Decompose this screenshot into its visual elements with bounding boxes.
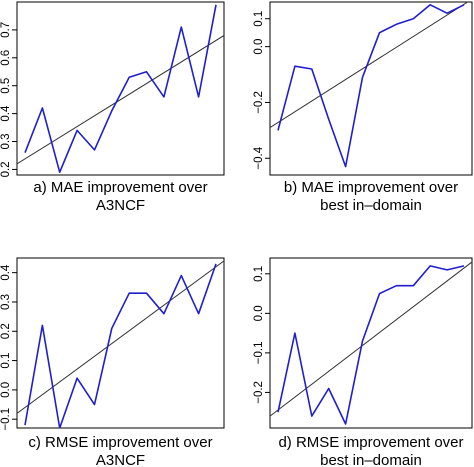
chart-panel-2: −0.4 −0.2 0.0 0.1 b) MAE improvement overbes…	[253, 1, 473, 214]
y-tick-label: 0.4	[0, 264, 12, 281]
panel-caption-line: b) MAE improvement over	[284, 179, 458, 196]
y-tick-label: 0.2	[0, 323, 12, 339]
y-tick-label: 0.2	[0, 161, 12, 177]
series-line	[24, 263, 217, 428]
y-tick-label: 0.4	[0, 105, 12, 122]
plot-frame	[269, 257, 473, 429]
y-tick-label: 0.1	[253, 11, 265, 27]
y-tick-label: 0.6	[0, 50, 12, 66]
series-line	[24, 4, 217, 173]
y-tick-label: 0.3	[0, 294, 12, 310]
y-tick-label: 0.0	[0, 382, 12, 398]
y-tick-label: −0.1	[253, 342, 265, 365]
trend-line	[270, 2, 469, 128]
chart-panel-1: 0.2 0.3 0.4 0.5 0.6 0.7 a) MAE improvement ove…	[0, 1, 225, 214]
panel-caption-line: A3NCF	[96, 452, 145, 467]
panel-caption-line: a) MAE improvement over	[33, 179, 207, 196]
y-tick-label: −0.1	[0, 408, 12, 431]
chart-panel-4: −0.2 −0.1 0.0 0.1 d) RMSE improvement overbe…	[253, 257, 473, 467]
trend-line	[17, 260, 224, 414]
y-tick-label: 0.5	[0, 78, 12, 94]
y-tick-label: −0.4	[253, 146, 265, 169]
chart-panel-3: −0.1 0.0 0.1 0.2 0.3 0.4 c) RMSE improvement o…	[0, 257, 225, 467]
plot-frame	[16, 1, 225, 176]
panel-caption-line: A3NCF	[96, 197, 145, 214]
plot-frame	[16, 257, 225, 429]
series-line	[277, 265, 465, 425]
plot-frame	[269, 1, 473, 176]
y-tick-label: 0.3	[0, 134, 12, 150]
series-line	[277, 4, 465, 168]
y-tick-label: 0.0	[253, 305, 265, 321]
y-tick-label: 0.1	[253, 266, 265, 282]
panel-caption-line: best in–domain	[320, 197, 422, 214]
y-tick-label: 0.1	[0, 353, 12, 369]
y-tick-label: 0.7	[0, 22, 12, 38]
y-tick-label: −0.2	[253, 91, 265, 114]
panel-caption-line: d) RMSE improvement over	[278, 434, 463, 451]
panel-caption-line: best in–domain	[320, 452, 422, 467]
y-tick-label: 0.0	[253, 39, 265, 55]
trend-line	[270, 261, 472, 417]
trend-line	[17, 35, 224, 165]
y-tick-label: −0.2	[253, 381, 265, 404]
panel-caption-line: c) RMSE improvement over	[28, 434, 212, 451]
